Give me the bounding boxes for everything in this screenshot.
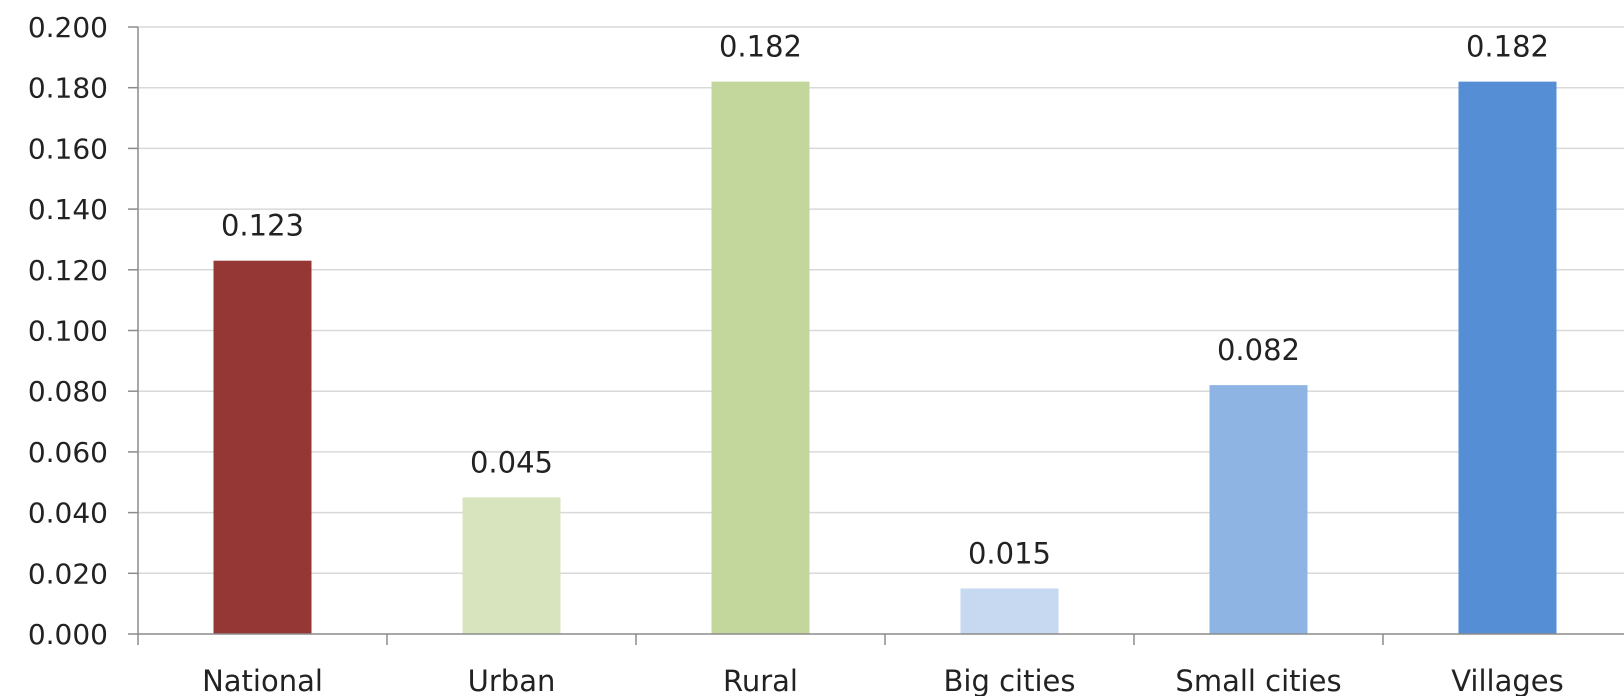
y-tick-label: 0.160 — [28, 132, 108, 165]
x-tick-label: Rural — [723, 664, 798, 696]
y-tick-label: 0.200 — [28, 11, 108, 44]
x-tick-label: Villages — [1451, 664, 1564, 696]
y-tick-label: 0.020 — [28, 557, 108, 590]
x-tick-label: Urban — [468, 664, 556, 696]
y-tick-label: 0.100 — [28, 315, 108, 348]
bar-villages — [1458, 81, 1557, 634]
y-tick-label: 0.000 — [28, 618, 108, 651]
y-tick-label: 0.060 — [28, 436, 108, 469]
x-tick-label: Big cities — [944, 664, 1076, 696]
x-tick-label: Small cities — [1175, 664, 1341, 696]
y-tick-label: 0.140 — [28, 193, 108, 226]
labels: 0.000 0.020 0.040 0.060 0.080 0.100 0.120 0.140… — [28, 11, 1564, 696]
data-label: 0.123 — [221, 209, 304, 243]
y-tick-label: 0.180 — [28, 72, 108, 105]
bar-rural — [711, 81, 810, 634]
data-label: 0.045 — [470, 445, 553, 479]
bar-big-cities — [960, 588, 1059, 634]
data-label: 0.015 — [968, 536, 1051, 570]
bars — [213, 81, 1557, 634]
bar-national — [213, 260, 312, 634]
x-tick-label: National — [202, 664, 323, 696]
data-label: 0.182 — [719, 30, 802, 64]
y-tick-label: 0.040 — [28, 497, 108, 530]
gridlines — [138, 26, 1624, 575]
data-label: 0.182 — [1466, 30, 1549, 64]
axes — [128, 26, 1624, 645]
bar-small-cities — [1209, 385, 1308, 634]
data-label: 0.082 — [1217, 333, 1300, 367]
y-tick-label: 0.120 — [28, 254, 108, 287]
bar-urban — [462, 497, 561, 634]
y-tick-label: 0.080 — [28, 375, 108, 408]
